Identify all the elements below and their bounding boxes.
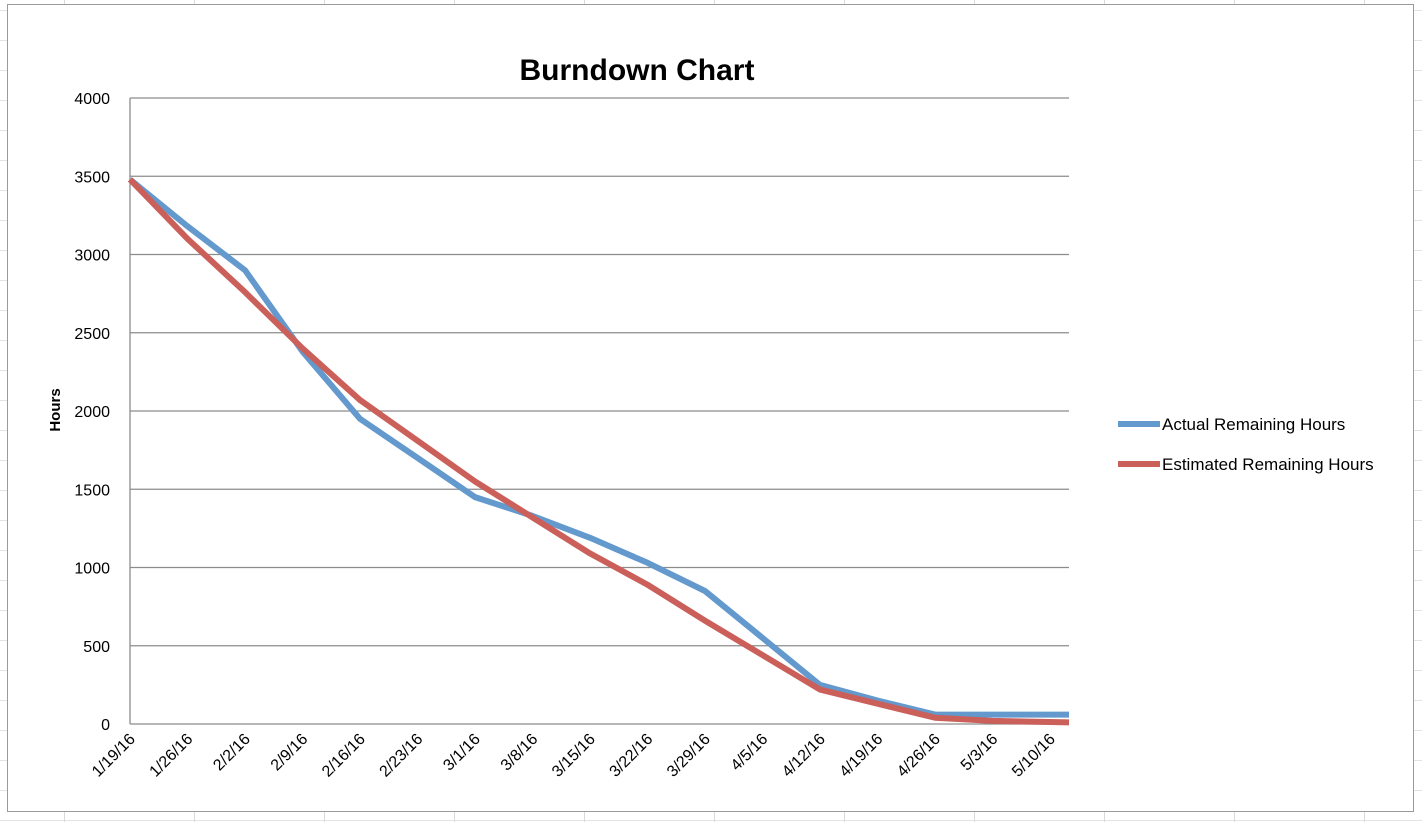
x-tick-label: 2/2/16 [210, 731, 254, 775]
y-tick-label: 1500 [74, 482, 110, 499]
y-tick-label: 3000 [74, 248, 110, 265]
x-tick-label: 4/19/16 [837, 731, 887, 781]
legend-label: Actual Remaining Hours [1162, 415, 1345, 434]
x-tick-label: 3/29/16 [664, 731, 714, 781]
x-tick-label: 3/1/16 [440, 731, 484, 775]
x-tick-label: 3/8/16 [498, 731, 542, 775]
legend: Actual Remaining Hours Estimated Remainin… [1118, 415, 1374, 474]
chart-frame [7, 4, 1414, 812]
x-tick-label: 2/16/16 [319, 731, 369, 781]
series-line-1 [127, 177, 1070, 726]
gridlines [129, 97, 1069, 725]
x-tick-label: 2/23/16 [377, 731, 427, 781]
x-tick-labels: 1/19/16 1/26/16 2/2/16 2/9/16 2/16/16 2/23/16… [89, 731, 1059, 781]
y-tick-label: 1000 [74, 561, 110, 578]
x-tick-label: 5/3/16 [958, 731, 1002, 775]
x-tick-label: 4/26/16 [894, 731, 944, 781]
x-tick-label: 3/15/16 [549, 731, 599, 781]
x-tick-label: 4/5/16 [728, 731, 772, 775]
chart-title: Burndown Chart [520, 54, 755, 87]
y-axis-label: Hours [47, 388, 64, 431]
legend-label: Estimated Remaining Hours [1162, 455, 1374, 474]
series-line-0 [128, 177, 1069, 718]
y-tick-label: 2000 [74, 404, 110, 421]
series-lines [127, 177, 1070, 726]
x-tick-label: 2/9/16 [268, 731, 312, 775]
x-tick-label: 3/22/16 [607, 731, 657, 781]
y-tick-label: 500 [83, 639, 110, 656]
y-tick-label: 4000 [74, 91, 110, 108]
x-tick-label: 1/19/16 [89, 731, 139, 781]
y-tick-labels: 0 500 1000 1500 2000 2500 3000 3500 4000 [74, 91, 110, 734]
y-tick-label: 0 [101, 717, 110, 734]
x-tick-label: 1/26/16 [147, 731, 197, 781]
x-tick-label: 5/10/16 [1009, 731, 1059, 781]
y-tick-label: 2500 [74, 326, 110, 343]
y-tick-label: 3500 [74, 169, 110, 186]
x-tick-label: 4/12/16 [779, 731, 829, 781]
